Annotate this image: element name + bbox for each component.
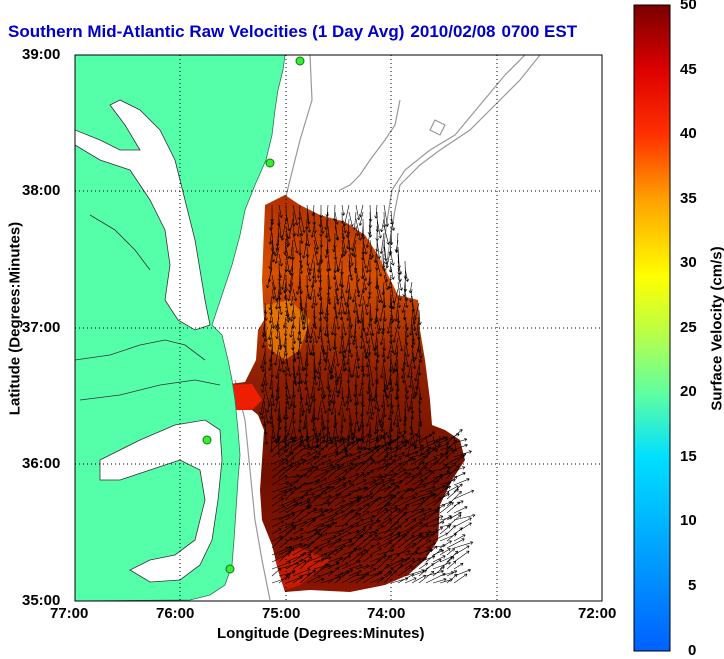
colorbar-tick: 20 [680, 383, 697, 400]
current-vectors [259, 204, 476, 584]
x-tick-label: 72:00 [578, 605, 617, 622]
y-tick-label: 36:00 [22, 455, 61, 472]
station-marker [295, 56, 305, 66]
x-tick-label: 74:00 [367, 605, 406, 622]
plot-frame [74, 54, 603, 602]
y-tick-label: 35:00 [22, 592, 61, 609]
colorbar-label: Surface Velocity (cm/s) [708, 246, 724, 411]
station-marker [225, 564, 235, 574]
velocity-warm-patch [265, 300, 310, 360]
x-tick-label: 75:00 [262, 605, 301, 622]
x-tick-label: 77:00 [50, 605, 89, 622]
x-tick-label: 76:00 [156, 605, 195, 622]
y-tick-label: 38:00 [22, 182, 61, 199]
colorbar-tick: 45 [680, 61, 697, 78]
sound-water [99, 419, 223, 583]
colorbar-tick: 0 [688, 642, 697, 659]
river-3 [79, 379, 221, 401]
station-marker [265, 158, 275, 168]
chesapeake-bay [75, 99, 211, 331]
colorbar-tick: 25 [680, 319, 697, 336]
colorbar-tick: 15 [680, 448, 697, 465]
colorbar-tick: 10 [680, 512, 697, 529]
river-2 [89, 214, 151, 271]
colorbar-tick: 35 [680, 190, 697, 207]
colorbar-tick: 50 [680, 0, 697, 13]
y-axis-label: Latitude (Degrees:Minutes) [6, 221, 24, 416]
station-marker [202, 435, 212, 445]
colorbar-tick: 40 [680, 125, 697, 142]
y-tick-label: 39:00 [22, 46, 61, 63]
x-tick-label: 73:00 [473, 605, 512, 622]
grid-lines [75, 55, 602, 601]
y-tick-label: 37:00 [22, 319, 61, 336]
map-title: Southern Mid-Atlantic Raw Velocities (1 … [8, 22, 583, 42]
river-1 [75, 339, 206, 361]
colorbar-tick: 30 [680, 254, 697, 271]
colorbar [633, 4, 671, 652]
colorbar-tick: 5 [688, 577, 697, 594]
x-axis-label: Longitude (Degrees:Minutes) [217, 625, 425, 642]
title-time: 0700 EST [501, 22, 578, 41]
title-date: 2010/02/08 [410, 22, 496, 41]
vector-arrows [259, 204, 476, 584]
title-text: Southern Mid-Atlantic Raw Velocities (1 … [8, 22, 405, 41]
